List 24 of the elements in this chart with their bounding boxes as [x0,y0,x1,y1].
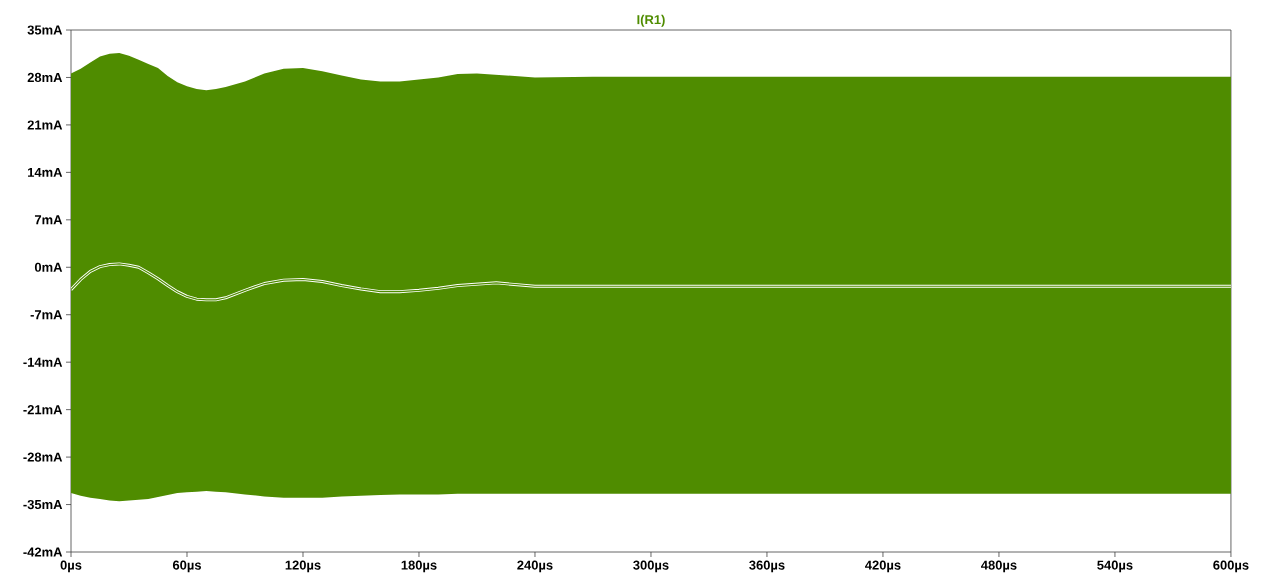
y-tick-label: 28mA [27,72,63,83]
x-tick-label: 60µs [172,560,201,573]
y-tick-label: 14mA [28,167,63,177]
y-tick-label: 35mA [27,25,63,35]
x-tick-label: 420µs [865,560,901,573]
y-tick-label: 7mA [34,215,63,225]
y-tick-label: 0mA [34,262,63,272]
y-tick-label: -28mA [23,452,63,462]
text: I(R1) [637,14,665,27]
x-tick-label: 240µs [517,560,553,573]
y-tick-label: -35mA [23,499,63,510]
x-tick-label: 360µs [749,560,785,573]
x-tick-label: 180µs [401,560,437,573]
x-tick-label: 540µs [1097,560,1133,573]
x-tick-label: 300µs [633,560,669,573]
x-tick-label: 600µs [1213,560,1249,573]
y-tick-label: 21mA [27,120,63,130]
x-tick-label: 480µs [981,560,1017,573]
x-tick-label: 120µs [285,560,321,573]
y-tick-label: -7mA [30,310,63,320]
y-tick-label: -21mA [23,405,63,415]
y-tick-label: -14mA [23,357,63,367]
y-tick-label: -42mA [23,547,63,557]
x-tick-label: 0µs [60,560,82,573]
